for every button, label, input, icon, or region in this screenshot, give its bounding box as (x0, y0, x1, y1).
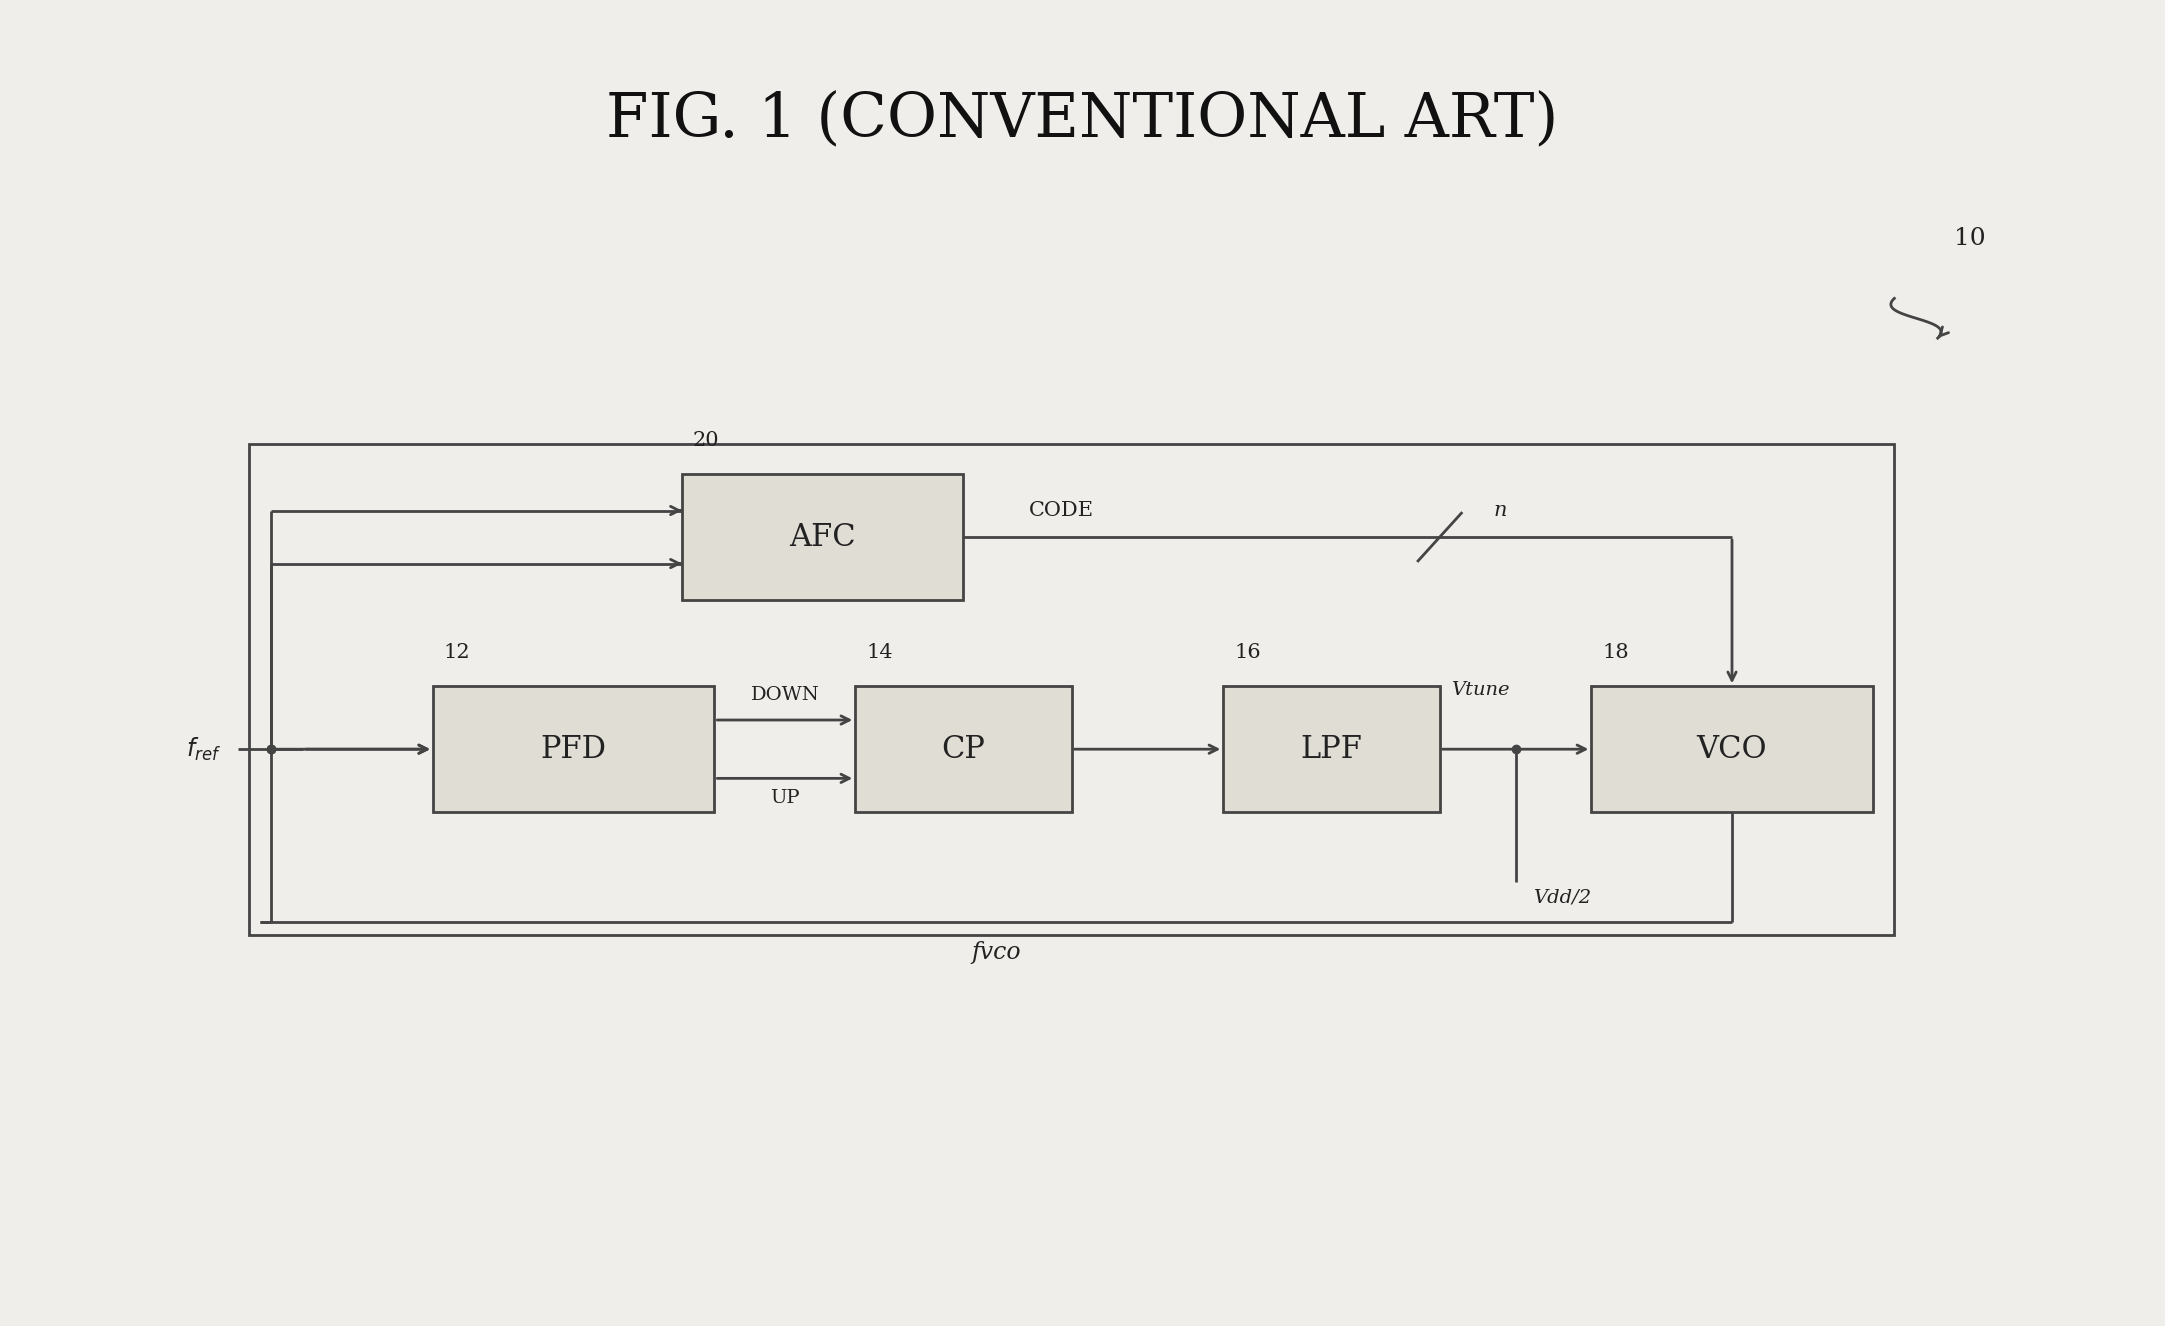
Text: AFC: AFC (790, 521, 855, 553)
Text: 18: 18 (1602, 643, 1628, 663)
Text: CODE: CODE (1028, 501, 1093, 520)
FancyBboxPatch shape (855, 686, 1072, 812)
FancyBboxPatch shape (433, 686, 714, 812)
Text: DOWN: DOWN (751, 686, 818, 704)
FancyBboxPatch shape (1591, 686, 1873, 812)
Text: 20: 20 (693, 431, 719, 451)
Text: CP: CP (942, 733, 985, 765)
Text: 16: 16 (1234, 643, 1260, 663)
Text: $f_{ref}$: $f_{ref}$ (186, 736, 221, 762)
Text: Vtune: Vtune (1451, 680, 1509, 699)
Text: 12: 12 (444, 643, 470, 663)
Text: LPF: LPF (1301, 733, 1362, 765)
FancyBboxPatch shape (682, 475, 963, 599)
FancyBboxPatch shape (1223, 686, 1440, 812)
Text: FIG. 1 (CONVENTIONAL ART): FIG. 1 (CONVENTIONAL ART) (606, 89, 1559, 150)
Text: 14: 14 (866, 643, 892, 663)
Text: 10: 10 (1955, 227, 1985, 251)
Text: n: n (1494, 501, 1507, 520)
Text: Vdd/2: Vdd/2 (1533, 888, 1591, 907)
Text: UP: UP (771, 789, 799, 808)
Text: PFD: PFD (541, 733, 606, 765)
Text: VCO: VCO (1697, 733, 1767, 765)
Text: fvco: fvco (972, 941, 1020, 964)
